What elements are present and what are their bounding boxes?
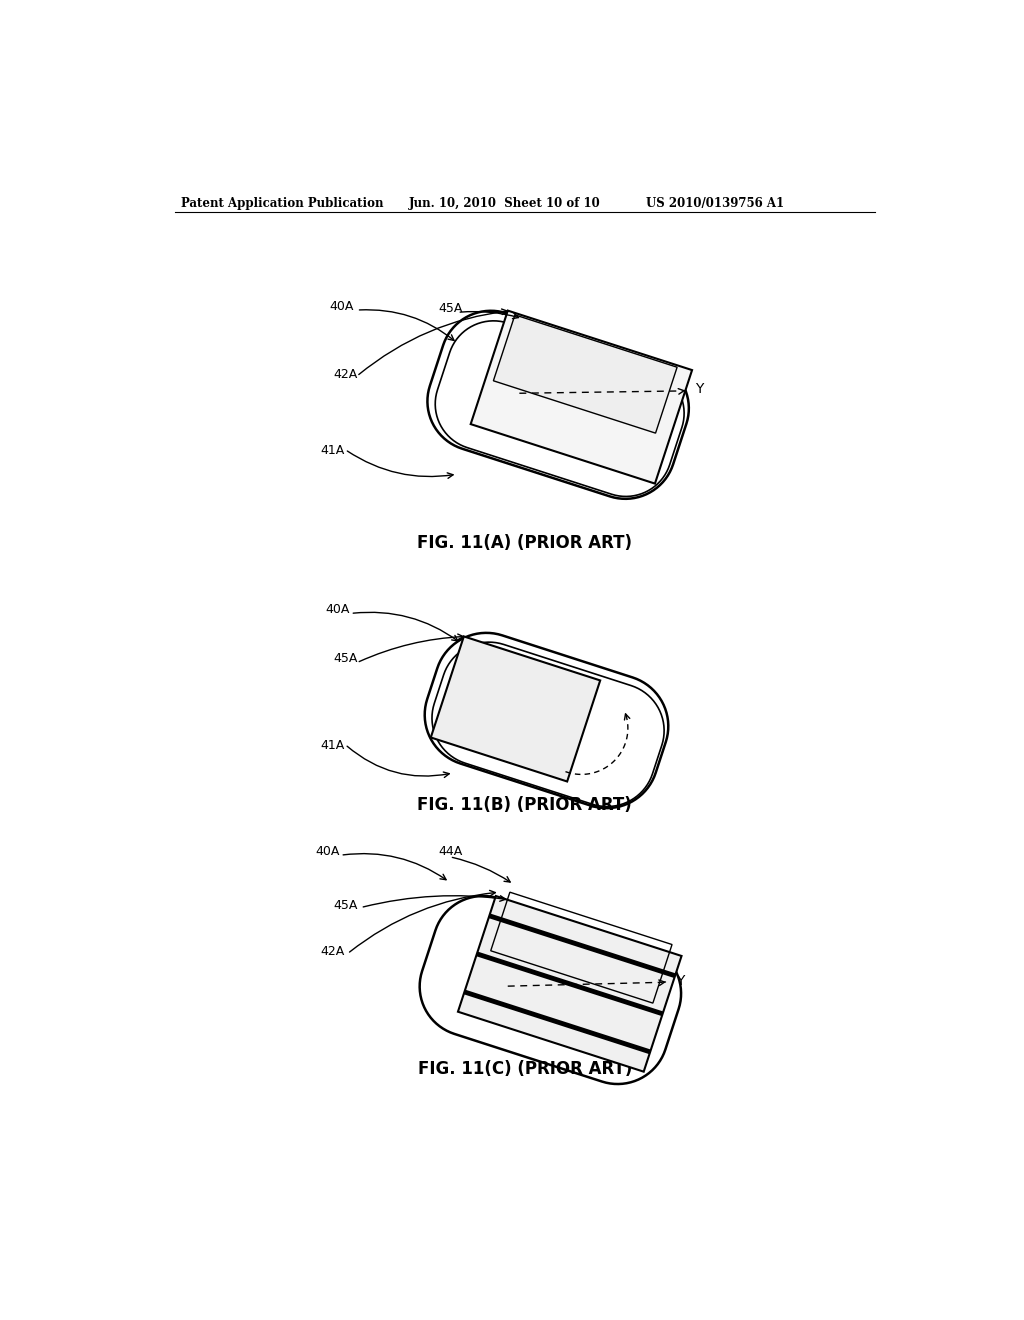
Text: Patent Application Publication: Patent Application Publication (180, 197, 383, 210)
Text: US 2010/0139756 A1: US 2010/0139756 A1 (646, 197, 783, 210)
Polygon shape (458, 896, 682, 1072)
Text: 45A: 45A (438, 302, 463, 315)
Text: 40A: 40A (330, 300, 354, 313)
Polygon shape (435, 321, 684, 496)
Text: Jun. 10, 2010  Sheet 10 of 10: Jun. 10, 2010 Sheet 10 of 10 (409, 197, 600, 210)
Polygon shape (471, 310, 692, 483)
Text: 40A: 40A (326, 603, 350, 616)
Polygon shape (432, 642, 665, 807)
Text: 44A: 44A (438, 845, 462, 858)
Text: 42A: 42A (334, 367, 357, 380)
Text: 45A: 45A (334, 899, 357, 912)
Polygon shape (494, 315, 677, 433)
Text: FIG. 11(B) (PRIOR ART): FIG. 11(B) (PRIOR ART) (418, 796, 632, 814)
Text: Y: Y (695, 383, 703, 396)
Text: FIG. 11(C) (PRIOR ART): FIG. 11(C) (PRIOR ART) (418, 1060, 632, 1078)
Text: Y: Y (676, 974, 684, 987)
Polygon shape (427, 310, 689, 499)
Text: 40A: 40A (315, 845, 340, 858)
Text: 41A: 41A (321, 445, 344, 458)
Polygon shape (420, 896, 681, 1084)
Polygon shape (431, 636, 600, 781)
Polygon shape (425, 632, 669, 808)
Text: 41A: 41A (321, 739, 344, 752)
Text: 45A: 45A (334, 652, 357, 665)
Text: FIG. 11(A) (PRIOR ART): FIG. 11(A) (PRIOR ART) (418, 535, 632, 552)
Text: 42A: 42A (321, 945, 344, 958)
